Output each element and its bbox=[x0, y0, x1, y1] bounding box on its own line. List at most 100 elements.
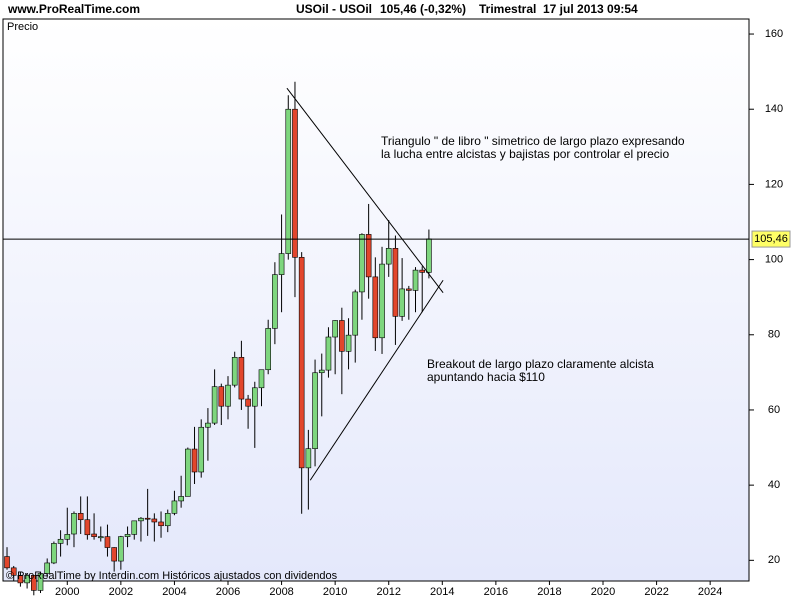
y-tick-label: 100 bbox=[765, 253, 783, 265]
candle-body bbox=[265, 328, 271, 371]
candle-body bbox=[292, 108, 298, 258]
candle-body bbox=[91, 533, 97, 537]
candle-body bbox=[191, 448, 198, 473]
candle-body bbox=[4, 556, 10, 569]
candle-body bbox=[24, 575, 30, 584]
candle-body bbox=[205, 422, 211, 428]
candle-body bbox=[138, 517, 144, 522]
candle-body bbox=[185, 448, 191, 497]
candle-body bbox=[406, 288, 412, 291]
candle-body bbox=[285, 108, 292, 254]
candle-body bbox=[345, 334, 352, 352]
candle-body bbox=[312, 372, 318, 449]
y-tick-label: 80 bbox=[768, 329, 780, 341]
candle-body bbox=[178, 496, 184, 502]
candle-body bbox=[211, 386, 218, 424]
candle-body bbox=[225, 384, 231, 407]
candle-body bbox=[164, 513, 171, 527]
period: Trimestral bbox=[479, 2, 536, 16]
candle-body bbox=[419, 269, 426, 273]
site: www.ProRealTime.com bbox=[7, 2, 140, 16]
candle-body bbox=[251, 387, 258, 407]
annotation: apuntando hacia $110 bbox=[427, 370, 545, 384]
candle-body bbox=[97, 536, 104, 539]
candle-body bbox=[17, 575, 24, 584]
y-tick-label: 120 bbox=[765, 178, 783, 190]
y-tick-label: 140 bbox=[765, 103, 783, 115]
candle-body bbox=[124, 534, 131, 537]
candle-body bbox=[365, 234, 372, 278]
candle-body bbox=[64, 534, 71, 540]
y-axis-label: Precio bbox=[7, 21, 38, 33]
x-tick-label: 2008 bbox=[269, 586, 293, 598]
candle-body bbox=[37, 573, 44, 591]
candle-body bbox=[298, 257, 305, 469]
candle-body bbox=[372, 276, 379, 339]
candle-body bbox=[318, 369, 325, 374]
x-tick-label: 2022 bbox=[644, 586, 668, 598]
candle-body bbox=[158, 521, 164, 527]
candle-body bbox=[131, 520, 138, 535]
y-tick-label: 40 bbox=[768, 479, 780, 491]
candle-body bbox=[272, 274, 278, 329]
candle-body bbox=[111, 547, 117, 562]
candle-body bbox=[77, 513, 84, 521]
candle-body bbox=[332, 320, 338, 338]
marks bbox=[4, 81, 432, 596]
candle-body bbox=[392, 248, 399, 317]
annotation: Triangulo " de libro " simetrico de larg… bbox=[381, 134, 685, 148]
x-tick-label: 2018 bbox=[537, 586, 561, 598]
candle-body bbox=[144, 517, 151, 520]
candle-body bbox=[399, 288, 405, 317]
annotation: la lucha entre alcistas y bajistas por c… bbox=[381, 147, 669, 161]
candle-body bbox=[412, 269, 419, 291]
candle-body bbox=[339, 320, 345, 352]
candle-body bbox=[84, 519, 91, 536]
candle-body bbox=[10, 567, 17, 576]
y-tick-label: 20 bbox=[768, 554, 780, 566]
candle-body bbox=[305, 448, 312, 469]
candle-body bbox=[258, 369, 265, 389]
last-price-box bbox=[751, 230, 791, 248]
x-tick-label: 2020 bbox=[591, 586, 615, 598]
candle-body bbox=[51, 543, 57, 564]
trendline bbox=[286, 87, 444, 293]
candle-body bbox=[218, 386, 225, 407]
quote: 105,46 (-0,32%) bbox=[380, 2, 466, 16]
candle-body bbox=[31, 575, 37, 591]
y-tick-label: 160 bbox=[765, 28, 783, 40]
candle-body bbox=[238, 357, 245, 400]
candle-body bbox=[245, 398, 251, 407]
candle-body bbox=[352, 291, 359, 336]
x-tick-label: 2002 bbox=[109, 586, 133, 598]
candle-body bbox=[379, 263, 385, 339]
candle-body bbox=[359, 234, 365, 293]
candle-body bbox=[325, 336, 332, 371]
x-tick-label: 2000 bbox=[55, 586, 79, 598]
candle-body bbox=[118, 536, 124, 562]
annotation: Breakout de largo plazo claramente alcis… bbox=[427, 357, 654, 371]
x-tick-label: 2012 bbox=[376, 586, 400, 598]
footer: © ProRealTime by Interdin.com Históricos… bbox=[6, 570, 338, 582]
candle-body bbox=[278, 253, 285, 275]
candle-body bbox=[151, 518, 158, 523]
x-tick-label: 2016 bbox=[484, 586, 508, 598]
y-tick-label: 60 bbox=[768, 404, 780, 416]
candle-body bbox=[198, 426, 205, 473]
x-tick-label: 2014 bbox=[430, 586, 454, 598]
x-tick-label: 2024 bbox=[698, 586, 722, 598]
last-price-label: 105,46 bbox=[754, 233, 788, 245]
instrument: USOil - USOil bbox=[296, 2, 372, 16]
candle-body bbox=[426, 238, 432, 273]
candle-body bbox=[385, 248, 392, 265]
candle-body bbox=[44, 562, 50, 574]
timestamp: 17 jul 2013 09:54 bbox=[543, 2, 638, 16]
trendline bbox=[309, 279, 444, 481]
x-tick-label: 2006 bbox=[216, 586, 240, 598]
candle-body bbox=[104, 536, 111, 548]
candle-body bbox=[171, 500, 178, 514]
x-tick-label: 2004 bbox=[162, 586, 186, 598]
x-tick-label: 2010 bbox=[323, 586, 347, 598]
candle-body bbox=[57, 538, 64, 544]
